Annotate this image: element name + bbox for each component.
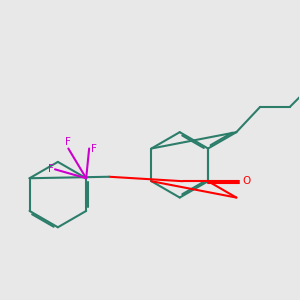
Text: F: F <box>91 143 97 154</box>
Text: O: O <box>242 176 250 186</box>
Text: F: F <box>65 137 71 147</box>
Text: F: F <box>48 164 53 174</box>
